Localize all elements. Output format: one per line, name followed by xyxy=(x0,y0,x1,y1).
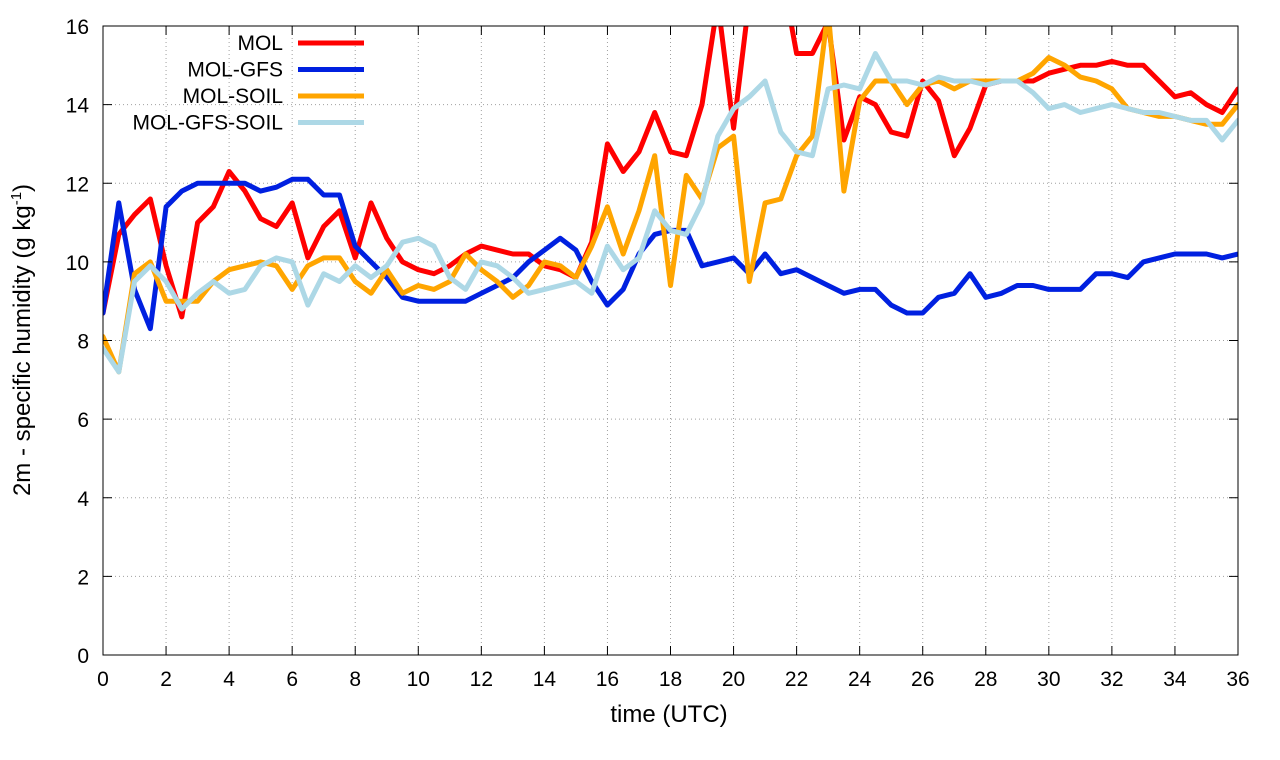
y-tick-label: 2 xyxy=(77,566,89,589)
y-axis-label: 2m - specific humidity (g kg-1) xyxy=(8,184,36,496)
x-tick-label: 36 xyxy=(1226,668,1249,691)
y-tick-label: 12 xyxy=(66,173,89,196)
x-tick-label: 24 xyxy=(848,668,872,691)
x-tick-label: 16 xyxy=(596,668,619,691)
y-tick-label: 4 xyxy=(77,488,89,511)
x-tick-label: 6 xyxy=(286,668,298,691)
y-tick-label: 14 xyxy=(66,95,90,118)
legend-label: MOL-GFS xyxy=(187,59,283,82)
x-tick-label: 32 xyxy=(1100,668,1123,691)
x-tick-label: 2 xyxy=(160,668,172,691)
x-tick-label: 8 xyxy=(349,668,361,691)
x-tick-label: 12 xyxy=(470,668,493,691)
legend-label: MOL-SOIL xyxy=(183,85,283,108)
series-layer xyxy=(103,26,1238,375)
series-line-mol xyxy=(103,26,1238,320)
y-tick-label: 10 xyxy=(66,252,89,275)
grid-lines xyxy=(103,26,1238,655)
x-tick-label: 34 xyxy=(1163,668,1187,691)
y-axis-label-superscript: -1 xyxy=(8,192,25,205)
legend-label: MOL-GFS-SOIL xyxy=(132,112,283,135)
legend-label: MOL xyxy=(237,32,283,55)
x-tick-label: 18 xyxy=(659,668,682,691)
legend: MOL MOL-GFS MOL-SOIL MOL-GFS-SOIL xyxy=(132,32,364,135)
x-tick-label: 30 xyxy=(1037,668,1060,691)
x-tick-label: 26 xyxy=(911,668,934,691)
x-axis-label: time (UTC) xyxy=(610,701,727,728)
y-tick-label: 8 xyxy=(77,331,89,354)
x-tick-label: 22 xyxy=(785,668,808,691)
y-tick-label: 0 xyxy=(77,645,89,668)
series-line-mol-gfs-soil xyxy=(103,51,1238,375)
x-tick-label: 14 xyxy=(533,668,557,691)
y-tick-label: 6 xyxy=(77,409,89,432)
x-tick-label: 28 xyxy=(974,668,997,691)
y-axis-label-main: 2m - specific humidity (g kg xyxy=(9,205,36,496)
x-tick-label: 20 xyxy=(722,668,745,691)
y-tick-label: 16 xyxy=(66,16,89,39)
y-axis-label-close: ) xyxy=(9,184,36,192)
x-tick-label: 0 xyxy=(97,668,109,691)
x-tick-label: 4 xyxy=(223,668,235,691)
x-tick-label: 10 xyxy=(407,668,430,691)
series-line-mol-soil xyxy=(103,26,1238,375)
